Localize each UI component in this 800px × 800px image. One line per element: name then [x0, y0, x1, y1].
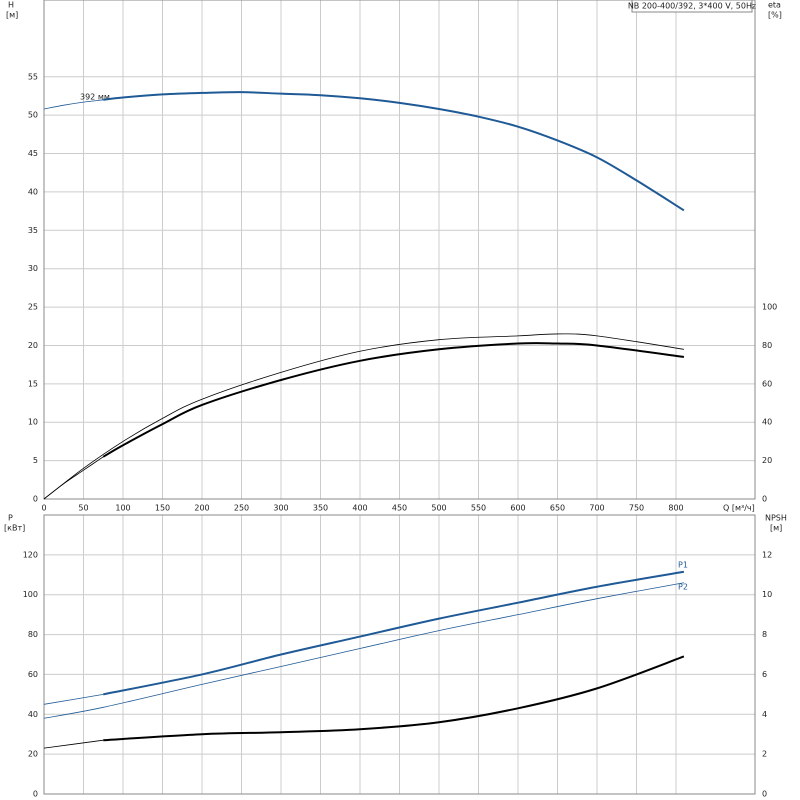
- plot-frame: [43, 0, 756, 500]
- y2-unit: [м]: [770, 524, 782, 533]
- legend-label: P1: [678, 561, 688, 570]
- y-label: H: [8, 1, 14, 10]
- x-tick-label: 150: [155, 504, 170, 513]
- y-tick-label: 40: [28, 710, 38, 719]
- y-tick-label: 60: [28, 670, 38, 679]
- y2-tick-label: 6: [762, 670, 767, 679]
- x-tick-label: 800: [668, 504, 683, 513]
- y-tick-label: 10: [28, 418, 38, 427]
- curve: [103, 570, 685, 696]
- y-tick-label: 20: [28, 750, 38, 759]
- x-tick-label: 600: [510, 504, 525, 513]
- y-tick-label: 35: [28, 226, 38, 235]
- y2-tick-label: 0: [762, 790, 767, 799]
- y2-tick-label: 40: [762, 418, 772, 427]
- x-tick-label: 650: [550, 504, 565, 513]
- y2-tick-label: 10: [762, 590, 772, 599]
- y-tick-label: 100: [23, 590, 38, 599]
- chart-title: NB 200-400/392, 3*400 V, 50Hz: [628, 2, 756, 11]
- x-tick-label: 200: [194, 504, 209, 513]
- x-tick-label: 300: [273, 504, 288, 513]
- y2-unit: [%]: [768, 11, 782, 20]
- x-tick-label: 350: [313, 504, 328, 513]
- y-tick-label: 20: [28, 341, 38, 350]
- curve: [43, 693, 104, 705]
- y-tick-label: 80: [28, 630, 38, 639]
- title-box: [631, 0, 753, 13]
- y-tick-label: 0: [33, 495, 38, 504]
- y-tick-label: 25: [28, 303, 38, 312]
- y2-tick-label: 0: [762, 495, 767, 504]
- x-label: Q [м³/ч]: [723, 504, 755, 513]
- y2-tick-label: 100: [762, 303, 777, 312]
- curve: [43, 333, 684, 500]
- x-tick-label: 50: [78, 504, 88, 513]
- y-unit: [кВт]: [4, 524, 25, 533]
- y2-label: NPSH: [765, 514, 787, 523]
- y2-tick-label: 12: [762, 550, 772, 559]
- y2-tick-label: 80: [762, 341, 772, 350]
- x-tick-label: 500: [431, 504, 446, 513]
- y2-tick-label: 2: [762, 750, 767, 759]
- curve: [102, 342, 685, 458]
- x-tick-label: 700: [589, 504, 604, 513]
- x-tick-label: 750: [629, 504, 644, 513]
- y-label: P: [8, 514, 13, 523]
- y-tick-label: 40: [28, 187, 38, 196]
- curve: [43, 99, 104, 110]
- x-tick-label: 100: [115, 504, 130, 513]
- x-tick-label: 550: [471, 504, 486, 513]
- y-tick-label: 45: [28, 149, 38, 158]
- y-tick-label: 50: [28, 111, 38, 120]
- y2-tick-label: 20: [762, 456, 772, 465]
- x-tick-label: 400: [352, 504, 367, 513]
- y-tick-label: 55: [28, 72, 38, 81]
- curve: [43, 582, 684, 719]
- annotation: 392 мм: [80, 93, 110, 102]
- plot-frame: [43, 514, 756, 795]
- legend-label: P2: [678, 583, 688, 592]
- curve: [103, 91, 685, 212]
- curve: [43, 456, 104, 500]
- curve: [43, 739, 104, 749]
- x-tick-label: 450: [392, 504, 407, 513]
- y-tick-label: 30: [28, 264, 38, 273]
- y-tick-label: 15: [28, 379, 38, 388]
- y2-label: eta: [768, 1, 781, 10]
- y-tick-label: 0: [33, 790, 38, 799]
- x-tick-label: 250: [234, 504, 249, 513]
- y-tick-label: 120: [23, 550, 38, 559]
- x-tick-label: 0: [41, 504, 46, 513]
- curve: [103, 655, 685, 742]
- y-unit: [м]: [6, 11, 18, 20]
- y2-tick-label: 60: [762, 379, 772, 388]
- y2-tick-label: 4: [762, 710, 767, 719]
- y-tick-label: 5: [33, 456, 38, 465]
- y2-tick-label: 8: [762, 630, 767, 639]
